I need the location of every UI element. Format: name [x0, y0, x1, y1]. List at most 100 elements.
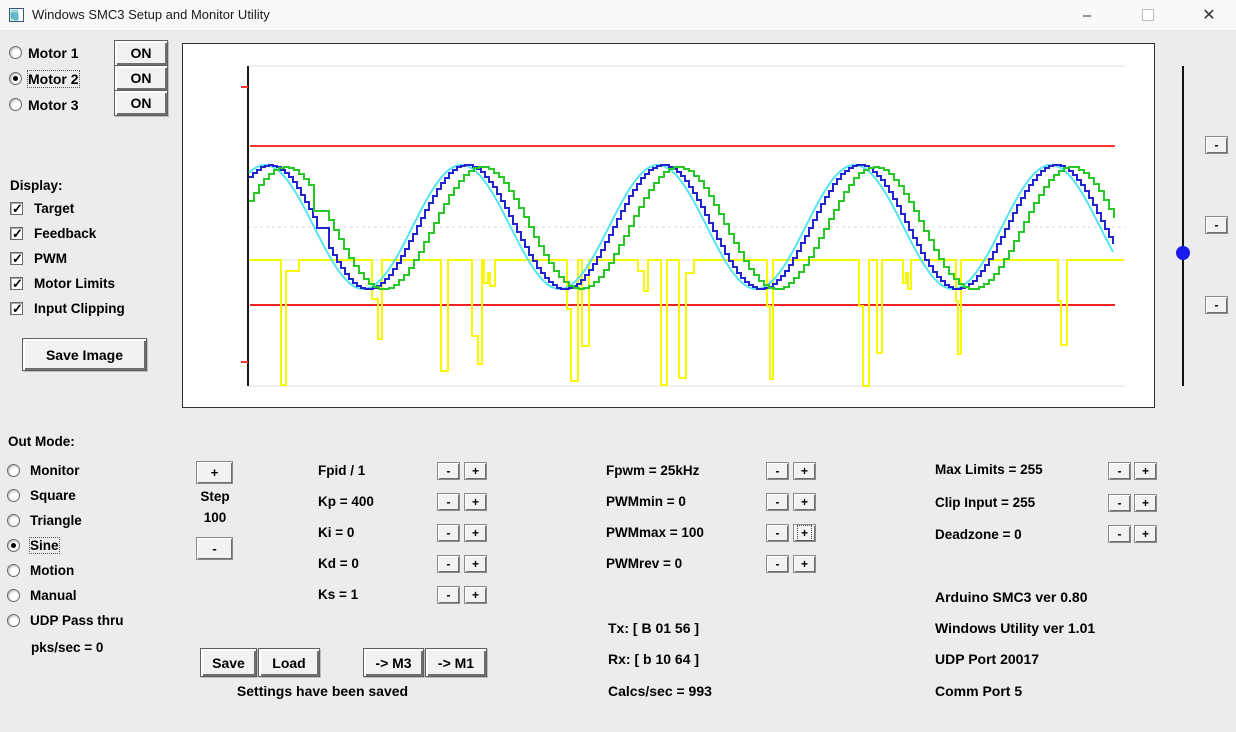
fpwm-plus-button[interactable]: +: [793, 462, 816, 480]
calcs-per-sec: Calcs/sec = 993: [608, 683, 712, 699]
copy-to-m3-button[interactable]: -> M3: [363, 648, 424, 677]
max-limits-label: Max Limits = 255: [935, 462, 1043, 477]
vertical-slider-track[interactable]: [1182, 66, 1184, 386]
manual-radio[interactable]: [7, 589, 20, 602]
pwmmin-minus-button[interactable]: -: [766, 493, 789, 511]
pwmmax-plus-button[interactable]: +: [793, 524, 816, 542]
kd-plus-button[interactable]: +: [464, 555, 487, 573]
save-image-button[interactable]: Save Image: [22, 338, 147, 371]
kd-label: Kd = 0: [318, 556, 359, 571]
maximize-icon: [1142, 9, 1154, 21]
target-trace: [248, 163, 1114, 291]
max-limits-plus-button[interactable]: +: [1134, 462, 1157, 480]
pwmmax-minus-button[interactable]: -: [766, 524, 789, 542]
pwm-trace: [249, 259, 1124, 387]
pwmmin-plus-button[interactable]: +: [793, 493, 816, 511]
step-plus-button[interactable]: +: [196, 461, 233, 484]
max-limits-minus-button[interactable]: -: [1108, 462, 1131, 480]
feedback-checkbox[interactable]: [10, 226, 23, 242]
triangle-radio-label[interactable]: Triangle: [30, 513, 82, 528]
fpwm-label: Fpwm = 25kHz: [606, 463, 700, 478]
save-settings-button[interactable]: Save: [200, 648, 257, 677]
manual-radio-label[interactable]: Manual: [30, 588, 77, 603]
pwm-checkbox[interactable]: [10, 251, 23, 267]
udp-pass-thru-radio-label[interactable]: UDP Pass thru: [30, 613, 124, 628]
ki-label: Ki = 0: [318, 525, 355, 540]
motor3-label[interactable]: Motor 3: [28, 97, 79, 113]
scale-middle-minus-button[interactable]: -: [1205, 216, 1228, 234]
motor1-on-button[interactable]: ON: [114, 40, 168, 66]
sine-radio-label[interactable]: Sine: [29, 537, 60, 554]
ks-minus-button[interactable]: -: [437, 586, 460, 604]
monitor-radio-label[interactable]: Monitor: [30, 463, 80, 478]
target-checkbox-label[interactable]: Target: [34, 201, 75, 216]
ki-minus-button[interactable]: -: [437, 524, 460, 542]
ks-plus-button[interactable]: +: [464, 586, 487, 604]
motor-limits-checkbox-label[interactable]: Motor Limits: [34, 276, 115, 291]
triangle-radio[interactable]: [7, 514, 20, 527]
motor2-on-button[interactable]: ON: [114, 65, 168, 91]
deadzone-minus-button[interactable]: -: [1108, 525, 1131, 543]
arduino-version: Arduino SMC3 ver 0.80: [935, 589, 1088, 605]
motor-limits-checkbox[interactable]: [10, 276, 23, 292]
app-icon: [9, 8, 24, 22]
fpid-minus-button[interactable]: -: [437, 462, 460, 480]
scope-svg: [241, 65, 1125, 387]
feedback-checkbox-label[interactable]: Feedback: [34, 226, 97, 241]
motor2-radio[interactable]: [9, 72, 22, 85]
load-settings-button[interactable]: Load: [258, 648, 320, 677]
scope-chart: [182, 43, 1155, 408]
fpid-plus-button[interactable]: +: [464, 462, 487, 480]
motor3-radio[interactable]: [9, 98, 22, 111]
pwmmin-label: PWMmin = 0: [606, 494, 686, 509]
monitor-radio[interactable]: [7, 464, 20, 477]
scale-lower-minus-button[interactable]: -: [1205, 296, 1228, 314]
kd-minus-button[interactable]: -: [437, 555, 460, 573]
utility-version: Windows Utility ver 1.01: [935, 620, 1096, 636]
fpwm-minus-button[interactable]: -: [766, 462, 789, 480]
delayed-feedback-trace: [249, 166, 1115, 290]
square-radio-label[interactable]: Square: [30, 488, 76, 503]
motion-radio[interactable]: [7, 564, 20, 577]
square-radio[interactable]: [7, 489, 20, 502]
copy-to-m1-button[interactable]: -> M1: [425, 648, 487, 677]
pwmrev-label: PWMrev = 0: [606, 556, 683, 571]
motor1-radio[interactable]: [9, 46, 22, 59]
rx-status: Rx: [ b 10 64 ]: [608, 651, 700, 667]
pwmrev-plus-button[interactable]: +: [793, 555, 816, 573]
kp-minus-button[interactable]: -: [437, 493, 460, 511]
motor1-label[interactable]: Motor 1: [28, 45, 79, 61]
input-clipping-checkbox[interactable]: [10, 301, 23, 317]
motor3-on-button[interactable]: ON: [114, 90, 168, 116]
ks-label: Ks = 1: [318, 587, 359, 602]
tx-status: Tx: [ B 01 56 ]: [608, 620, 700, 636]
comm-port: Comm Port 5: [935, 683, 1023, 699]
input-clipping-checkbox-label[interactable]: Input Clipping: [34, 301, 125, 316]
sine-radio[interactable]: [7, 539, 20, 552]
slider-thumb[interactable]: [1176, 246, 1190, 260]
motor2-label[interactable]: Motor 2: [27, 70, 80, 88]
scale-upper-minus-button[interactable]: -: [1205, 136, 1228, 154]
deadzone-plus-button[interactable]: +: [1134, 525, 1157, 543]
close-button[interactable]: ✕: [1202, 7, 1216, 24]
minimize-button[interactable]: –: [1082, 6, 1092, 24]
kp-label: Kp = 400: [318, 494, 374, 509]
kp-plus-button[interactable]: +: [464, 493, 487, 511]
maximize-button[interactable]: [1125, 0, 1171, 30]
udp-pass-thru-radio[interactable]: [7, 614, 20, 627]
ki-plus-button[interactable]: +: [464, 524, 487, 542]
pwmrev-minus-button[interactable]: -: [766, 555, 789, 573]
step-label: Step: [200, 489, 230, 504]
target-checkbox[interactable]: [10, 201, 23, 217]
title-bar: Windows SMC3 Setup and Monitor Utility –…: [0, 0, 1236, 31]
clip-input-minus-button[interactable]: -: [1108, 494, 1131, 512]
pwm-checkbox-label[interactable]: PWM: [34, 251, 67, 266]
motion-radio-label[interactable]: Motion: [30, 563, 75, 578]
out-mode-heading: Out Mode:: [8, 434, 75, 449]
display-heading: Display:: [10, 178, 63, 193]
clip-input-plus-button[interactable]: +: [1134, 494, 1157, 512]
settings-status-text: Settings have been saved: [236, 683, 409, 699]
deadzone-label: Deadzone = 0: [935, 527, 1022, 542]
step-minus-button[interactable]: -: [196, 537, 233, 560]
